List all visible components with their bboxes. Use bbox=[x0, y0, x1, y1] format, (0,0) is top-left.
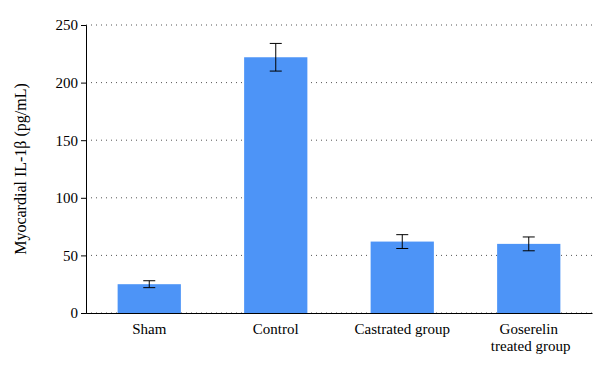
y-tick-mark bbox=[81, 25, 86, 26]
y-tick-mark bbox=[81, 198, 86, 199]
y-tick: 50 bbox=[63, 248, 86, 264]
x-axis: Sham Control Castrated group Goserelin trea… bbox=[87, 313, 593, 354]
x-tick-label: Control bbox=[253, 321, 299, 337]
x-tick-label-line: treated group bbox=[487, 338, 570, 354]
x-axis-line bbox=[87, 313, 593, 314]
grid-line bbox=[86, 82, 592, 83]
bars bbox=[118, 43, 561, 313]
y-tick-label: 50 bbox=[63, 248, 78, 264]
x-tick-label: Sham bbox=[132, 321, 167, 337]
x-tick-label-line: Goserelin bbox=[500, 321, 559, 337]
y-axis: 0 50 100 150 200 250 bbox=[56, 17, 87, 321]
y-tick: 150 bbox=[56, 133, 87, 149]
y-axis-line bbox=[81, 26, 87, 314]
y-tick-label: 200 bbox=[56, 75, 79, 91]
grid-line bbox=[86, 140, 592, 141]
y-tick: 100 bbox=[56, 190, 87, 206]
x-tick: Control bbox=[253, 313, 299, 337]
y-tick: 200 bbox=[56, 75, 87, 91]
bar bbox=[497, 244, 560, 313]
y-tick: 0 bbox=[71, 305, 87, 321]
y-tick-mark bbox=[81, 140, 86, 141]
plot: 0 50 100 150 200 250 Sham Control Castrated grou… bbox=[56, 17, 593, 354]
y-tick-label: 250 bbox=[56, 17, 79, 33]
x-tick-label: Goserelin treated group bbox=[487, 321, 570, 354]
error-bar bbox=[396, 235, 408, 249]
grid bbox=[86, 25, 592, 313]
x-tick-label: Castrated group bbox=[355, 321, 450, 337]
error-bar bbox=[523, 237, 535, 251]
grid-line bbox=[86, 197, 592, 198]
y-tick-label: 100 bbox=[56, 190, 79, 206]
bar bbox=[118, 284, 181, 313]
y-tick-mark bbox=[81, 255, 86, 256]
grid-line bbox=[86, 25, 592, 26]
bar bbox=[244, 57, 307, 313]
y-tick-label: 0 bbox=[71, 305, 79, 321]
x-tick: Castrated group bbox=[355, 313, 450, 337]
x-tick: Sham bbox=[132, 313, 167, 337]
y-tick-label: 150 bbox=[56, 133, 79, 149]
x-tick: Goserelin treated group bbox=[487, 313, 570, 354]
error-bar bbox=[270, 43, 282, 71]
chart: 0 50 100 150 200 250 Sham Control Castrated grou… bbox=[0, 0, 600, 389]
bar bbox=[371, 242, 434, 313]
y-tick-mark bbox=[81, 313, 86, 314]
y-tick-mark bbox=[81, 83, 86, 84]
y-axis-title: Myocardial IL-1β (pg/mL) bbox=[12, 83, 30, 255]
error-bar bbox=[143, 281, 155, 288]
y-tick: 250 bbox=[56, 17, 87, 33]
